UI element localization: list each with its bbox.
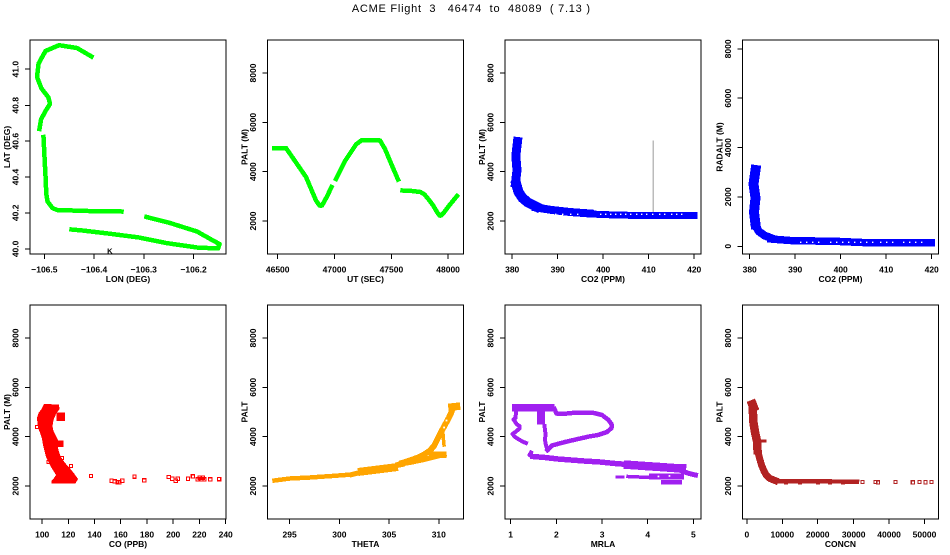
svg-text:48000: 48000 — [436, 265, 460, 275]
svg-text:6000: 6000 — [11, 378, 21, 397]
svg-text:2000: 2000 — [486, 476, 496, 495]
svg-text:LAT (DEG): LAT (DEG) — [2, 126, 12, 169]
svg-text:41.0: 41.0 — [11, 61, 21, 78]
svg-text:220: 220 — [192, 530, 206, 540]
svg-text:CO2 (PPM): CO2 (PPM) — [819, 274, 863, 284]
svg-text:1: 1 — [508, 530, 513, 540]
svg-text:390: 390 — [551, 265, 565, 275]
svg-text:2: 2 — [554, 530, 559, 540]
svg-text:46500: 46500 — [266, 265, 290, 275]
svg-text:40.2: 40.2 — [11, 204, 21, 221]
svg-text:47000: 47000 — [323, 265, 347, 275]
svg-text:PALT (M): PALT (M) — [477, 129, 487, 165]
svg-text:PALT: PALT — [240, 401, 250, 423]
svg-text:0: 0 — [745, 530, 750, 540]
svg-text:200: 200 — [166, 530, 180, 540]
svg-text:MRLA: MRLA — [591, 539, 616, 549]
svg-text:4000: 4000 — [11, 427, 21, 446]
svg-text:380: 380 — [505, 265, 519, 275]
svg-text:THETA: THETA — [352, 539, 380, 549]
svg-text:180: 180 — [140, 530, 154, 540]
svg-text:8000: 8000 — [723, 328, 733, 347]
svg-text:50000: 50000 — [913, 530, 937, 540]
svg-text:6000: 6000 — [486, 378, 496, 397]
svg-text:4000: 4000 — [486, 427, 496, 446]
svg-text:4000: 4000 — [248, 162, 258, 181]
svg-text:305: 305 — [382, 530, 396, 540]
svg-text:−106.2: −106.2 — [180, 265, 207, 275]
svg-text:30000: 30000 — [842, 530, 866, 540]
svg-text:RADALT (M): RADALT (M) — [715, 122, 725, 172]
svg-text:4000: 4000 — [486, 162, 496, 181]
svg-text:6000: 6000 — [248, 378, 258, 397]
svg-text:10000: 10000 — [770, 530, 794, 540]
svg-text:40.6: 40.6 — [11, 133, 21, 150]
svg-text:UT (SEC): UT (SEC) — [347, 274, 384, 284]
svg-text:8000: 8000 — [11, 328, 21, 347]
svg-text:100: 100 — [35, 530, 49, 540]
svg-text:40.4: 40.4 — [11, 168, 21, 185]
svg-text:310: 310 — [432, 530, 446, 540]
svg-text:PALT: PALT — [477, 401, 487, 423]
svg-text:4000: 4000 — [248, 427, 258, 446]
svg-text:400: 400 — [596, 265, 610, 275]
svg-text:8000: 8000 — [486, 328, 496, 347]
svg-text:140: 140 — [87, 530, 101, 540]
svg-text:6000: 6000 — [723, 378, 733, 397]
svg-text:ACME Flight 3 46474 to 48: ACME Flight 3 46474 to 48089 ( 7.13 ) — [352, 3, 591, 15]
svg-text:40.8: 40.8 — [11, 97, 21, 114]
svg-text:390: 390 — [788, 265, 802, 275]
svg-text:410: 410 — [642, 265, 656, 275]
svg-text:160: 160 — [114, 530, 128, 540]
svg-text:8000: 8000 — [723, 39, 733, 58]
svg-text:40000: 40000 — [877, 530, 901, 540]
svg-text:400: 400 — [834, 265, 848, 275]
svg-text:420: 420 — [925, 265, 939, 275]
svg-text:420: 420 — [687, 265, 701, 275]
svg-text:4000: 4000 — [723, 138, 733, 157]
svg-text:2000: 2000 — [11, 476, 21, 495]
svg-text:CO2 (PPM): CO2 (PPM) — [581, 274, 625, 284]
svg-text:8000: 8000 — [486, 63, 496, 82]
svg-text:6000: 6000 — [486, 113, 496, 132]
svg-text:20000: 20000 — [806, 530, 830, 540]
svg-text:3: 3 — [600, 530, 605, 540]
svg-text:K: K — [107, 247, 113, 256]
svg-text:40.0: 40.0 — [11, 240, 21, 257]
svg-text:5: 5 — [691, 530, 696, 540]
svg-text:8000: 8000 — [248, 328, 258, 347]
svg-text:2000: 2000 — [486, 211, 496, 230]
svg-text:2000: 2000 — [723, 187, 733, 206]
svg-text:−106.4: −106.4 — [81, 265, 108, 275]
svg-text:6000: 6000 — [723, 88, 733, 107]
svg-text:CONCN: CONCN — [825, 539, 856, 549]
svg-text:6000: 6000 — [248, 113, 258, 132]
svg-text:2000: 2000 — [248, 476, 258, 495]
svg-text:4: 4 — [645, 530, 650, 540]
svg-text:4000: 4000 — [723, 427, 733, 446]
svg-text:300: 300 — [332, 530, 346, 540]
svg-text:295: 295 — [283, 530, 297, 540]
svg-text:380: 380 — [743, 265, 757, 275]
svg-text:CO (PPB): CO (PPB) — [109, 539, 147, 549]
svg-text:8000: 8000 — [248, 63, 258, 82]
svg-text:−106.5: −106.5 — [31, 265, 58, 275]
svg-text:47500: 47500 — [380, 265, 404, 275]
svg-text:PALT: PALT — [715, 401, 725, 423]
svg-text:2000: 2000 — [723, 476, 733, 495]
svg-text:0: 0 — [723, 244, 733, 249]
svg-text:410: 410 — [879, 265, 893, 275]
svg-text:120: 120 — [61, 530, 75, 540]
svg-text:PALT (M): PALT (M) — [240, 129, 250, 165]
svg-text:PALT (M): PALT (M) — [2, 394, 12, 430]
svg-text:−106.3: −106.3 — [131, 265, 158, 275]
svg-text:240: 240 — [219, 530, 233, 540]
svg-text:2000: 2000 — [248, 211, 258, 230]
svg-text:LON (DEG): LON (DEG) — [106, 274, 151, 284]
